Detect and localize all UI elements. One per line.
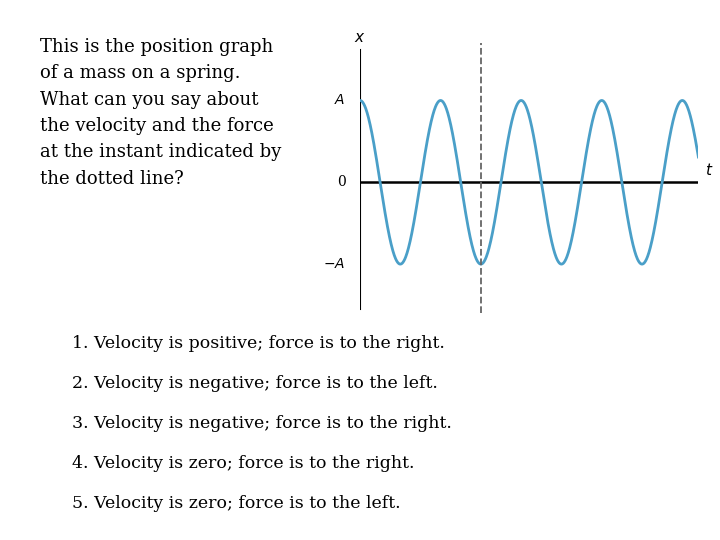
Text: 4. Velocity is zero; force is to the right.: 4. Velocity is zero; force is to the rig… xyxy=(72,455,415,471)
Text: $A$: $A$ xyxy=(334,93,346,107)
Text: 5. Velocity is zero; force is to the left.: 5. Velocity is zero; force is to the lef… xyxy=(72,495,400,511)
Text: $x$: $x$ xyxy=(354,31,366,45)
Text: 2. Velocity is negative; force is to the left.: 2. Velocity is negative; force is to the… xyxy=(72,375,438,392)
Text: $-A$: $-A$ xyxy=(323,257,346,271)
Text: 0: 0 xyxy=(337,176,346,190)
Text: 3. Velocity is negative; force is to the right.: 3. Velocity is negative; force is to the… xyxy=(72,415,452,431)
Text: 1. Velocity is positive; force is to the right.: 1. Velocity is positive; force is to the… xyxy=(72,335,445,352)
Text: This is the position graph
of a mass on a spring.
What can you say about
the vel: This is the position graph of a mass on … xyxy=(40,38,281,188)
Text: $t$: $t$ xyxy=(705,162,714,178)
